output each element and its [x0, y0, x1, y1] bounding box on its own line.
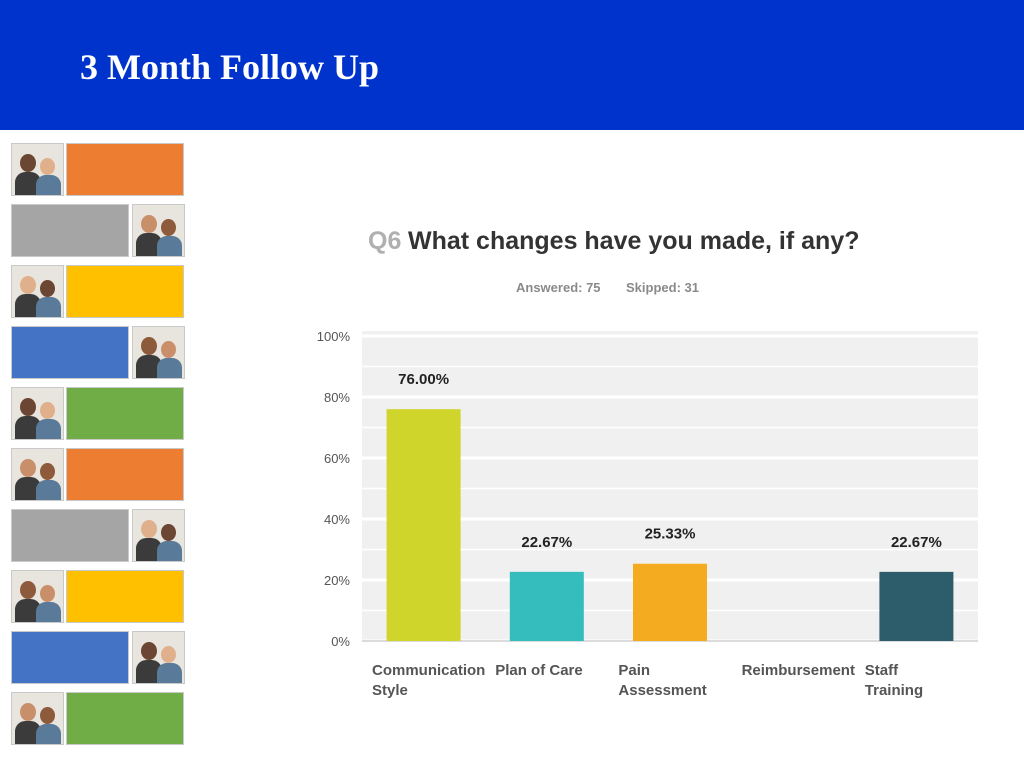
color-tile [66, 143, 184, 196]
worker-photo-icon [132, 509, 185, 562]
decorative-photo-strip [11, 143, 187, 753]
bar [386, 409, 461, 641]
chart-title: What changes have you made, if any? [408, 227, 860, 255]
bar [633, 563, 707, 641]
color-tile [66, 387, 184, 440]
data-label: 76.00% [398, 371, 449, 388]
color-tile [11, 509, 129, 562]
strip-row [11, 570, 187, 623]
x-tick-label: Staff [865, 662, 899, 679]
color-tile [66, 692, 184, 745]
people-photo-icon [11, 143, 64, 196]
answered-count: Answered: 75 [516, 280, 601, 295]
color-tile [66, 265, 184, 318]
x-tick-label: Plan of Care [495, 662, 583, 679]
x-tick-label: Reimbursement [742, 662, 855, 679]
y-tick-label: 0% [331, 634, 350, 649]
x-tick-label: Assessment [618, 682, 706, 699]
bar-chart-svg: Q6 What changes have you made, if any? A… [317, 227, 978, 699]
x-tick-label: Pain [618, 662, 650, 679]
strip-row [11, 326, 187, 379]
plot-area: 0% 20% 40% 60% 80% 100% 76.00% Communication Sty… [317, 329, 978, 699]
data-label: 22.67% [891, 534, 942, 551]
children-photo-icon [11, 265, 64, 318]
slide-title: 3 Month Follow Up [80, 47, 380, 87]
strip-row [11, 509, 187, 562]
skipped-count: Skipped: 31 [626, 280, 699, 295]
color-tile [66, 448, 184, 501]
survey-chart: Q6 What changes have you made, if any? A… [300, 205, 1000, 725]
strip-row [11, 387, 187, 440]
strip-row [11, 692, 187, 745]
strip-row [11, 204, 187, 257]
y-tick-label: 100% [317, 329, 351, 344]
x-tick-label: Style [372, 682, 408, 699]
color-tile [11, 631, 129, 684]
doctors-photo-icon [132, 326, 185, 379]
question-number: Q6 [368, 227, 401, 255]
y-tick-label: 40% [324, 512, 350, 527]
children-photo-icon [11, 570, 64, 623]
strip-row [11, 143, 187, 196]
strip-row [11, 448, 187, 501]
bar [879, 571, 954, 641]
data-label: 22.67% [521, 534, 572, 551]
x-tick-label: Communication [372, 662, 485, 679]
color-tile [11, 326, 129, 379]
strip-row [11, 631, 187, 684]
color-tile [11, 204, 129, 257]
people-photo-icon [11, 448, 64, 501]
worker-photo-icon [132, 204, 185, 257]
strip-row [11, 265, 187, 318]
doctors-photo-icon [132, 631, 185, 684]
data-label: 25.33% [645, 526, 696, 543]
color-tile [66, 570, 184, 623]
y-tick-label: 80% [324, 390, 350, 405]
x-tick-label: Training [865, 682, 923, 699]
y-tick-label: 20% [324, 573, 350, 588]
slide-header: 3 Month Follow Up [0, 0, 1024, 130]
elder-photo-icon [11, 387, 64, 440]
elder-photo-icon [11, 692, 64, 745]
y-tick-label: 60% [324, 451, 350, 466]
bar [509, 571, 584, 641]
